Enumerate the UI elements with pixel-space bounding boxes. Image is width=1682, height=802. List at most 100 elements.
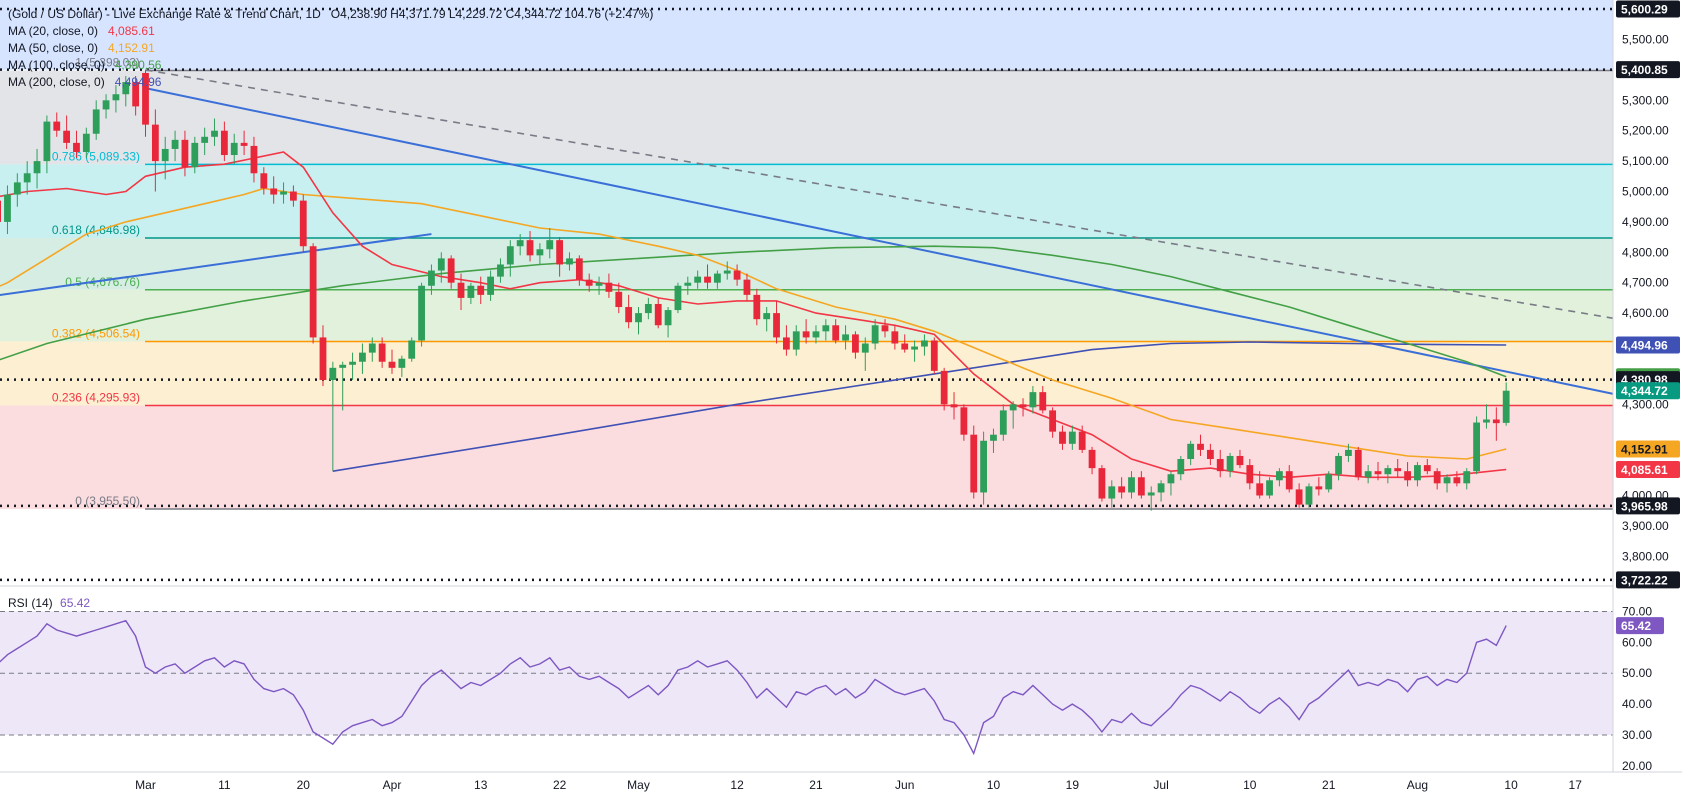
candle-body <box>34 161 41 173</box>
candle-body <box>1138 477 1145 495</box>
time-tick-label: Apr <box>383 778 402 792</box>
candle-body <box>901 344 908 350</box>
candle-body <box>1108 486 1115 498</box>
time-tick-label: 17 <box>1569 778 1583 792</box>
candle-bearish <box>970 426 977 499</box>
candle-body <box>1276 471 1283 480</box>
candle-body <box>1266 480 1273 495</box>
candle-bullish <box>1306 483 1313 507</box>
candle-body <box>0 201 1 222</box>
candle-body <box>320 337 327 380</box>
candle-body <box>1325 474 1332 489</box>
candle-body <box>73 143 80 152</box>
candle-body <box>339 365 346 368</box>
candle-body <box>1237 456 1244 465</box>
candle-body <box>941 371 948 404</box>
candle-body <box>1424 465 1431 471</box>
price-tick-label: 5,000.00 <box>1622 185 1669 199</box>
candle-body <box>497 264 504 276</box>
candle-body <box>251 146 258 173</box>
candle-body <box>586 280 593 286</box>
candle-body <box>1148 492 1155 495</box>
rsi-badge-text: 65.42 <box>1621 619 1651 633</box>
price-tick-label: 5,300.00 <box>1622 93 1669 107</box>
candle-bearish <box>1099 465 1106 501</box>
candle-body <box>783 337 790 349</box>
candle-body <box>744 280 751 295</box>
candle-body <box>1049 410 1056 431</box>
candle-body <box>537 249 544 255</box>
candle-body <box>566 258 573 264</box>
candle-body <box>1345 450 1352 456</box>
candle-bullish <box>1473 416 1480 474</box>
fib-label: 0.786 (5,089.33) <box>52 149 140 163</box>
indicator-legend-row: MA (20, close, 0)4,085.61 <box>8 23 653 40</box>
candle-body <box>704 277 711 283</box>
candle-body <box>93 109 100 133</box>
price-tick-label: 4,900.00 <box>1622 215 1669 229</box>
candle-body <box>477 286 484 295</box>
candle-body <box>24 173 31 182</box>
candle-body <box>990 435 997 441</box>
candle-body <box>260 173 267 188</box>
time-tick-label: Aug <box>1407 778 1428 792</box>
price-tag: 3,722.22 <box>1616 571 1680 588</box>
candle-body <box>467 286 474 298</box>
candle-body <box>221 131 228 155</box>
candle-body <box>931 340 938 370</box>
rsi-panel <box>0 586 1682 754</box>
time-tick-label: 10 <box>987 778 1001 792</box>
candle-bearish <box>300 195 307 253</box>
candle-body <box>1384 468 1391 474</box>
candle-body <box>44 122 51 162</box>
price-tag-text: 4,085.61 <box>1621 463 1668 477</box>
candle-body <box>418 286 425 341</box>
time-tick-label: Jun <box>895 778 914 792</box>
candle-body <box>803 331 810 337</box>
time-tick-label: 21 <box>1322 778 1336 792</box>
candle-body <box>1069 432 1076 444</box>
candle-body <box>152 125 159 161</box>
candle-body <box>349 362 356 365</box>
candle-body <box>408 340 415 358</box>
rsi-tick-label: 40.00 <box>1622 697 1652 711</box>
candle-body <box>310 246 317 337</box>
chart-legend: (Gold / US Dollar) - Live Exchange Rate … <box>8 6 653 91</box>
candle-bullish <box>1266 477 1273 498</box>
candle-body <box>852 334 859 352</box>
candle-body <box>1227 456 1234 471</box>
candle-body <box>1296 489 1303 504</box>
rsi-tick-label: 30.00 <box>1622 728 1652 742</box>
candle-bearish <box>941 368 948 411</box>
candle-body <box>1128 477 1135 492</box>
price-tag-text: 4,152.91 <box>1621 443 1668 457</box>
candle-bullish <box>675 283 682 313</box>
rsi-tick-label: 70.00 <box>1622 604 1652 618</box>
candle-bearish <box>310 243 317 343</box>
candle-body <box>1020 404 1027 407</box>
candle-body <box>1434 471 1441 483</box>
candle-body <box>862 344 869 353</box>
candle-body <box>1483 419 1490 422</box>
candle-body <box>172 140 179 149</box>
candle-body <box>684 283 691 286</box>
fib-zone <box>0 342 1613 406</box>
candle-body <box>1256 483 1263 495</box>
indicator-legend-row: MA (50, close, 0)4,152.91 <box>8 40 653 57</box>
candle-body <box>507 246 514 264</box>
price-tag: 4,344.72 <box>1616 382 1680 399</box>
candle-body <box>1355 450 1362 477</box>
rsi-tick-label: 60.00 <box>1622 635 1652 649</box>
candle-body <box>1315 486 1322 489</box>
candle-body <box>724 271 731 274</box>
candle-body <box>921 340 928 346</box>
candle-body <box>113 94 120 100</box>
candle-body <box>428 271 435 286</box>
candle-body <box>1059 432 1066 444</box>
candle-bearish <box>931 337 938 373</box>
candle-body <box>191 143 198 167</box>
price-tick-label: 4,700.00 <box>1622 276 1669 290</box>
candle-body <box>951 404 958 407</box>
